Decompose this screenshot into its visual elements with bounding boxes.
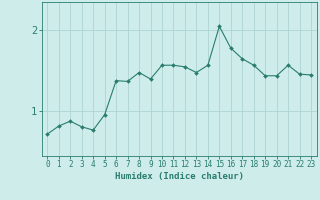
X-axis label: Humidex (Indice chaleur): Humidex (Indice chaleur)	[115, 172, 244, 181]
